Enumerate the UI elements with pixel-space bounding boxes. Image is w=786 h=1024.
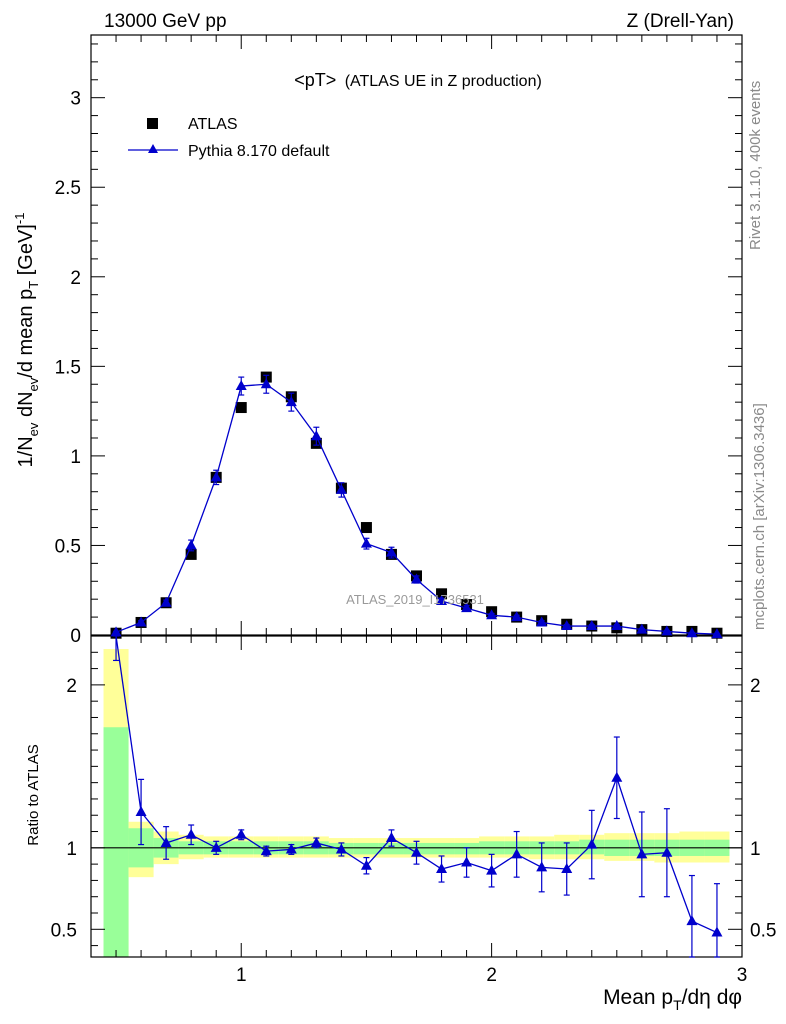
ratio-pythia-line — [115, 635, 718, 934]
pythia-data-point — [611, 620, 623, 631]
ratio-data-point — [711, 926, 723, 937]
ratio-data-point — [461, 856, 473, 867]
x-tick-label: 1 — [236, 965, 247, 986]
mcplots-label: mcplots.cern.ch [arXiv:1306.3436] — [751, 403, 768, 630]
lower-y-tick-label-right: 1 — [750, 839, 761, 860]
pythia-data-point — [536, 616, 548, 627]
legend-atlas-label: ATLAS — [188, 116, 238, 133]
pythia-data-point — [185, 539, 197, 550]
ratio-data-point — [210, 841, 222, 852]
pythia-data-point — [110, 626, 122, 637]
pythia-data-point — [235, 380, 247, 391]
pythia-data-point — [135, 616, 147, 627]
ratio-data-point — [686, 915, 698, 926]
atlas-data-point — [235, 402, 247, 414]
ratio-data-point — [135, 805, 147, 816]
pythia-data-point — [360, 537, 372, 548]
upper-y-tick-label: 0 — [70, 626, 81, 647]
green-band-bin — [353, 842, 379, 855]
pythia-data-point — [335, 483, 347, 494]
pythia-data-point — [285, 396, 297, 407]
pythia-data-point — [210, 471, 222, 482]
plot-title: <pT> (ATLAS UE in Z production) — [294, 70, 542, 90]
pythia-data-point — [511, 611, 523, 622]
pythia-data-point — [436, 594, 448, 605]
atlas-data-point — [360, 522, 372, 534]
x-tick-label: 3 — [737, 965, 748, 986]
lower-y-tick-label: 2 — [66, 676, 77, 697]
ratio-uncertainty-bands — [103, 649, 730, 957]
ratio-data-point — [561, 863, 573, 874]
lower-y-axis-label: Ratio to ATLAS — [25, 744, 42, 845]
ratio-data-point — [260, 845, 272, 856]
header-beam-label: 13000 GeV pp — [104, 11, 227, 32]
green-band-bin — [378, 842, 404, 855]
atlas-data-point — [185, 548, 197, 560]
upper-y-tick-label: 1 — [70, 447, 81, 468]
atlas-data-point — [436, 588, 448, 600]
pythia-data-point — [260, 378, 272, 389]
ratio-data-point — [235, 828, 247, 839]
pythia-data-point — [310, 430, 322, 441]
data-series — [110, 371, 723, 958]
pythia-data-point — [686, 627, 698, 638]
legend-pythia-label: Pythia 8.170 default — [188, 143, 330, 160]
ratio-data-point — [411, 846, 422, 857]
pythia-data-point — [586, 620, 598, 631]
ratio-data-point — [385, 832, 397, 843]
ratio-data-point — [360, 859, 372, 870]
pythia-data-point — [385, 546, 397, 557]
lower-y-tick-label-right: 0.5 — [750, 920, 776, 941]
ratio-data-point — [661, 846, 673, 857]
ratio-data-point — [511, 848, 523, 859]
ratio-data-point — [335, 843, 347, 854]
legend: ATLAS Pythia 8.170 default — [128, 116, 330, 160]
ratio-data-point — [160, 836, 172, 847]
lower-y-tick-label-right: 2 — [750, 676, 761, 697]
header-process-label: Z (Drell-Yan) — [627, 11, 734, 32]
plot-title-main: <pT> — [294, 70, 336, 90]
x-tick-label: 2 — [486, 965, 497, 986]
ratio-data-point — [436, 863, 448, 874]
pythia-data-point — [561, 620, 573, 631]
pythia-data-point — [486, 609, 498, 620]
lower-y-tick-label: 1 — [66, 839, 77, 860]
green-band-bin — [103, 727, 129, 957]
upper-y-tick-label: 2.5 — [55, 178, 81, 199]
legend-pythia-marker — [148, 144, 158, 153]
rivet-version-label: Rivet 3.1.10, 400k events — [747, 81, 764, 250]
x-axis-label: Mean pT/dη dφ — [603, 986, 742, 1013]
ratio-data-point — [636, 848, 648, 859]
upper-y-axis-label: 1/Nev dNev/d mean pT [GeV]-1 — [12, 213, 41, 468]
ratio-data-point — [486, 864, 498, 875]
ratio-data-point — [310, 836, 322, 847]
upper-y-tick-label: 1.5 — [55, 357, 81, 378]
upper-y-tick-label: 0.5 — [55, 536, 81, 557]
pythia-data-point — [711, 628, 723, 639]
plot-title-sub: (ATLAS UE in Z production) — [345, 73, 542, 90]
pythia-data-point — [160, 596, 172, 607]
axis-ticks: 1 2 3 0 0.5 1 1.5 2 2.5 3 0.5 0.5 1 1 2 2 — [51, 35, 776, 986]
plot-frames — [90, 34, 743, 958]
pythia-data-point — [461, 602, 473, 613]
pythia-data-point — [411, 573, 422, 584]
ratio-data-point — [536, 861, 548, 872]
legend-atlas-marker — [147, 118, 158, 129]
ratio-data-point — [586, 838, 598, 849]
analysis-watermark: ATLAS_2019_I1736531 — [346, 592, 484, 607]
pythia-data-point — [661, 625, 673, 636]
upper-y-tick-label: 2 — [70, 268, 81, 289]
upper-y-tick-label: 3 — [70, 89, 81, 110]
lower-y-tick-label: 0.5 — [51, 920, 77, 941]
lower-panel-frame — [90, 635, 743, 958]
green-band-bin — [429, 842, 455, 855]
ratio-data-point — [611, 771, 623, 782]
pythia-data-point — [636, 623, 648, 634]
ratio-data-point — [185, 828, 197, 839]
ratio-data-point — [285, 843, 297, 854]
